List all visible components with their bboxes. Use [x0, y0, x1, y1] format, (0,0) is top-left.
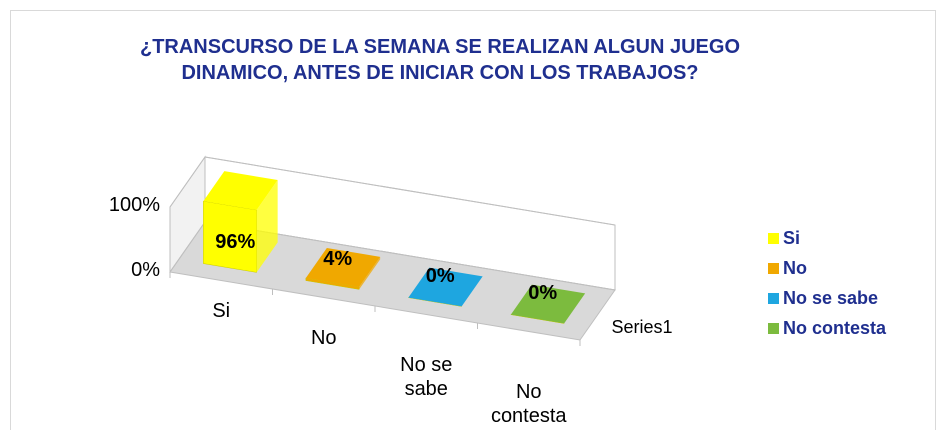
bar-side — [359, 256, 381, 290]
legend-swatch — [768, 323, 779, 334]
legend-item: No — [768, 258, 807, 279]
legend-swatch — [768, 233, 779, 244]
value-label: 96% — [215, 230, 256, 253]
legend-label: Si — [783, 228, 801, 248]
x-tick-label: No — [310, 326, 337, 349]
value-label: 4% — [323, 247, 353, 270]
legend-label: No se sabe — [783, 288, 879, 308]
depth-label: Series1 — [611, 317, 673, 337]
legend-label: No — [783, 258, 807, 278]
x-tick-label: No se sabe — [400, 353, 453, 400]
legend-item: No contesta — [768, 318, 886, 339]
grid-line — [169, 156, 616, 226]
legend-swatch — [768, 293, 779, 304]
chart-border — [10, 10, 936, 430]
value-label: 0% — [425, 264, 455, 287]
legend-item: Si — [768, 228, 800, 249]
x-tick-label: No contesta — [490, 380, 567, 427]
y-tick-label: 0% — [131, 259, 160, 281]
bar-side — [256, 180, 278, 273]
bar-top — [203, 171, 278, 211]
chart-title: ¿TRANSCURSO DE LA SEMANA SE REALIZAN ALG… — [139, 36, 741, 84]
bar-top — [408, 267, 483, 307]
bar-top — [305, 247, 381, 287]
legend-label: No contesta — [783, 318, 887, 338]
y-tick-label: 100% — [108, 194, 160, 216]
legend-swatch — [768, 263, 779, 274]
legend-item: No se sabe — [768, 288, 878, 309]
bar-top — [510, 284, 586, 324]
value-label: 0% — [528, 281, 558, 304]
x-tick-label: Si — [212, 299, 231, 322]
